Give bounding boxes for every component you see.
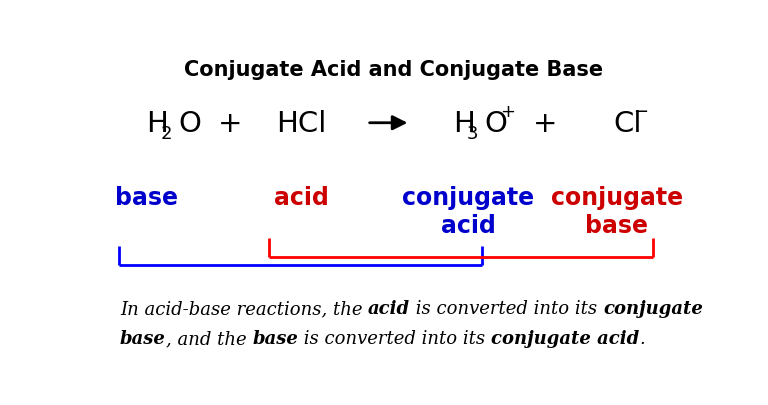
Text: Cl: Cl	[614, 109, 642, 137]
Text: 3: 3	[467, 124, 478, 143]
Text: acid: acid	[368, 300, 410, 318]
Text: +: +	[217, 109, 242, 137]
Text: conjugate acid: conjugate acid	[491, 329, 639, 347]
Text: +: +	[533, 109, 558, 137]
Text: base: base	[252, 329, 298, 347]
Text: acid: acid	[274, 186, 329, 210]
Text: H: H	[147, 109, 168, 137]
Text: conjugate
base: conjugate base	[551, 186, 683, 237]
Text: conjugate: conjugate	[603, 300, 703, 318]
Text: −: −	[633, 102, 648, 121]
Text: conjugate
acid: conjugate acid	[402, 186, 534, 237]
Text: O: O	[485, 109, 508, 137]
Text: is converted into its: is converted into its	[298, 329, 491, 347]
Text: +: +	[501, 102, 515, 121]
Text: HCl: HCl	[276, 109, 326, 137]
Text: base: base	[115, 186, 178, 210]
Text: 2: 2	[161, 124, 172, 143]
Text: base: base	[120, 329, 166, 347]
Text: Conjugate Acid and Conjugate Base: Conjugate Acid and Conjugate Base	[184, 60, 603, 79]
Text: O: O	[178, 109, 201, 137]
Text: In acid-base reactions, the: In acid-base reactions, the	[120, 300, 368, 318]
Text: is converted into its: is converted into its	[410, 300, 603, 318]
Text: H: H	[453, 109, 475, 137]
Text: .: .	[639, 329, 645, 347]
Text: , and the: , and the	[166, 329, 252, 347]
